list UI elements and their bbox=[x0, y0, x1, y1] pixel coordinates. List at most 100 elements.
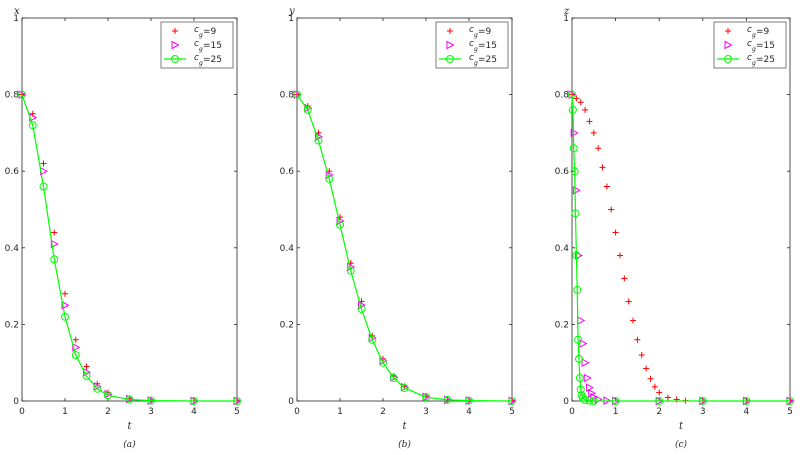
data-point bbox=[325, 170, 334, 180]
legend-symbol: c bbox=[469, 39, 474, 49]
x-tick-label: 2 bbox=[380, 407, 386, 417]
data-point bbox=[578, 393, 587, 402]
subplot-caption: (c) bbox=[675, 439, 688, 450]
data-point bbox=[379, 358, 387, 367]
y-tick-label: 0 bbox=[563, 397, 569, 407]
legend-marker bbox=[446, 40, 455, 50]
data-point bbox=[336, 216, 345, 226]
y-tick-label: 0 bbox=[13, 397, 19, 407]
data-point bbox=[568, 105, 577, 114]
data-point bbox=[358, 300, 367, 310]
data-point bbox=[82, 372, 91, 381]
y-tick-label: 0.4 bbox=[280, 244, 295, 254]
series-line bbox=[296, 94, 513, 402]
x-tick-label: 0 bbox=[569, 407, 575, 417]
data-point bbox=[104, 391, 112, 400]
data-point bbox=[589, 397, 598, 405]
data-point bbox=[72, 343, 81, 352]
legend-entry: cg =25 bbox=[439, 53, 497, 67]
data-point bbox=[61, 300, 70, 310]
data-point bbox=[51, 229, 58, 236]
legend-value: =25 bbox=[203, 55, 222, 65]
data-point bbox=[576, 385, 585, 394]
legend-entry: cg =25 bbox=[717, 53, 775, 67]
y-tick-label: 0.8 bbox=[5, 91, 20, 101]
legend-entry: cg =9 bbox=[725, 25, 770, 39]
data-point bbox=[569, 144, 578, 153]
legend-value: =25 bbox=[756, 55, 775, 65]
data-point bbox=[572, 186, 581, 195]
legend-subscript: g bbox=[474, 60, 478, 67]
y-tick-label: 1 bbox=[288, 14, 294, 24]
data-point bbox=[585, 383, 594, 392]
data-point bbox=[581, 358, 590, 368]
y-axis-label: x bbox=[14, 6, 20, 17]
data-point bbox=[583, 373, 592, 383]
legend-symbol: c bbox=[194, 53, 199, 63]
legend-entry: cg =15 bbox=[446, 39, 497, 53]
x-tick-label: 4 bbox=[191, 407, 197, 417]
y-tick-label: 1 bbox=[13, 14, 19, 24]
data-point bbox=[630, 317, 637, 324]
legend-symbol: c bbox=[469, 25, 474, 35]
data-point bbox=[573, 285, 582, 294]
legend-entry: cg =15 bbox=[171, 39, 222, 53]
data-point bbox=[647, 375, 654, 382]
x-tick-label: 4 bbox=[466, 407, 472, 417]
legend-entry: cg =9 bbox=[172, 25, 217, 39]
data-point bbox=[357, 305, 366, 314]
data-point bbox=[400, 383, 409, 392]
data-point bbox=[599, 164, 606, 171]
legend-subscript: g bbox=[752, 32, 756, 39]
data-point bbox=[664, 394, 671, 401]
y-axis-label: y bbox=[288, 6, 295, 17]
legend-value: =9 bbox=[203, 27, 217, 37]
data-point bbox=[595, 145, 602, 152]
data-point bbox=[508, 397, 516, 405]
data-point bbox=[574, 335, 583, 344]
data-point bbox=[40, 160, 47, 167]
x-tick-label: 4 bbox=[744, 407, 750, 417]
data-point bbox=[786, 397, 794, 405]
legend-symbol: c bbox=[747, 25, 752, 35]
legend-entry: cg =25 bbox=[164, 53, 222, 67]
data-point bbox=[422, 393, 430, 402]
legend-value: =9 bbox=[756, 27, 770, 37]
data-point bbox=[577, 99, 584, 106]
legend-value: =9 bbox=[478, 27, 492, 37]
legend-subscript: g bbox=[474, 46, 478, 53]
x-axis-label: t bbox=[679, 421, 684, 432]
y-tick-label: 0 bbox=[288, 397, 294, 407]
axes-box bbox=[296, 17, 513, 402]
data-point bbox=[698, 397, 707, 405]
legend-subscript: g bbox=[199, 32, 203, 39]
data-point bbox=[572, 251, 581, 260]
legend-subscript: g bbox=[752, 46, 756, 53]
y-tick-label: 0.4 bbox=[555, 244, 570, 254]
data-point bbox=[28, 121, 37, 130]
data-point bbox=[71, 351, 80, 360]
data-point bbox=[465, 396, 473, 405]
data-point bbox=[443, 395, 452, 404]
data-point bbox=[50, 255, 59, 264]
y-tick-label: 0.2 bbox=[555, 320, 569, 330]
legend-value: =15 bbox=[756, 41, 775, 51]
legend-marker bbox=[446, 55, 454, 63]
data-point bbox=[588, 389, 597, 398]
y-tick-label: 0.4 bbox=[5, 244, 20, 254]
x-tick-label: 3 bbox=[148, 407, 154, 417]
legend-marker bbox=[724, 55, 732, 63]
data-point bbox=[125, 395, 134, 404]
legend-marker bbox=[725, 28, 731, 34]
series-line bbox=[21, 94, 237, 402]
y-axis-label: z bbox=[563, 6, 570, 17]
legend-subscript: g bbox=[199, 60, 203, 67]
x-axis-label: t bbox=[127, 421, 132, 432]
x-tick-label: 5 bbox=[234, 407, 240, 417]
data-point bbox=[582, 106, 589, 113]
data-point bbox=[638, 352, 645, 359]
data-point bbox=[625, 298, 632, 305]
legend-marker bbox=[172, 28, 178, 34]
